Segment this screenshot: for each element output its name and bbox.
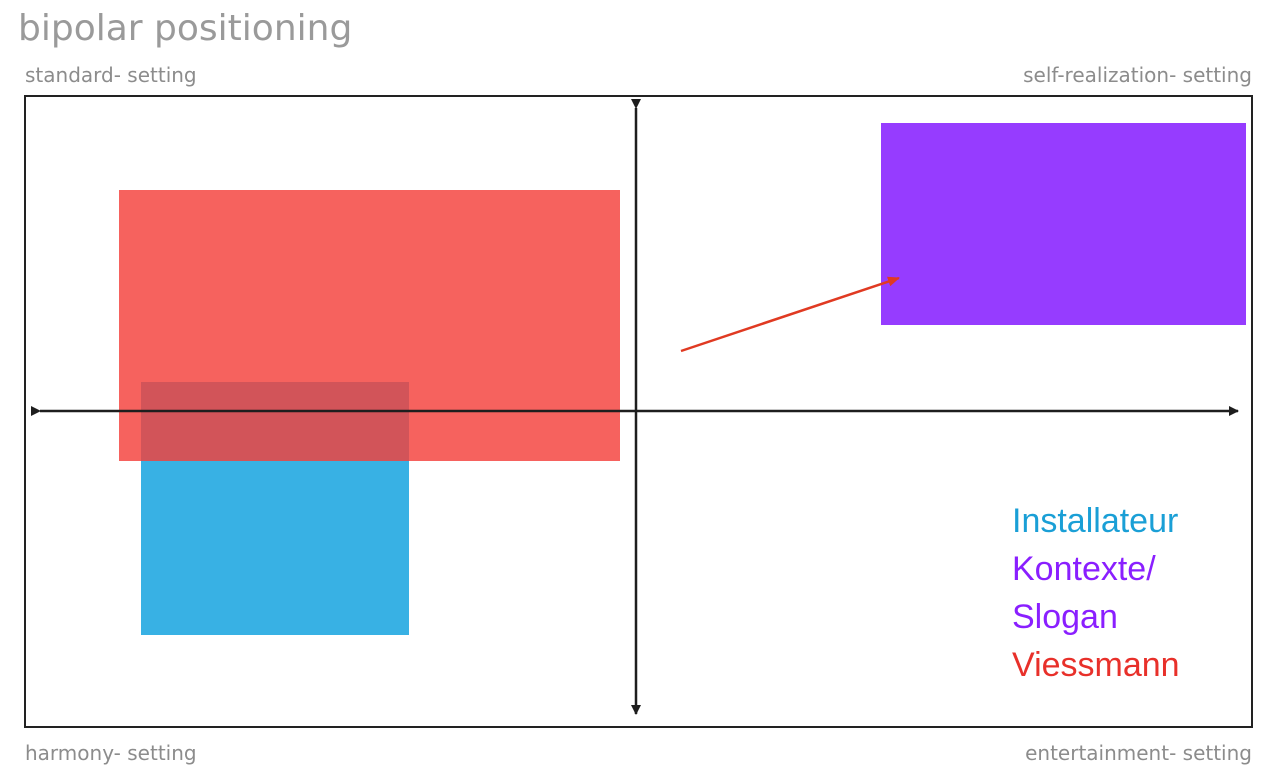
corner-label-top-left: standard- setting xyxy=(25,63,197,87)
diagram-frame xyxy=(24,95,1253,728)
legend-item-slogan: Slogan xyxy=(1012,598,1118,636)
corner-label-bottom-right: entertainment- setting xyxy=(1025,741,1252,765)
viessmann-area xyxy=(119,190,620,461)
legend-item-installateur: Installateur xyxy=(1012,502,1179,540)
page-title: bipolar positioning xyxy=(18,8,353,49)
legend-item-kontexte: Kontexte/ xyxy=(1012,550,1156,588)
legend: Installateur Kontexte/ Slogan Viessmann xyxy=(1012,497,1180,689)
corner-label-top-right: self-realization- setting xyxy=(1023,63,1252,87)
corner-label-bottom-left: harmony- setting xyxy=(25,741,197,765)
legend-item-viessmann: Viessmann xyxy=(1012,646,1180,684)
kontexte-slogan-area xyxy=(881,123,1246,325)
shift-arrow xyxy=(680,276,900,353)
